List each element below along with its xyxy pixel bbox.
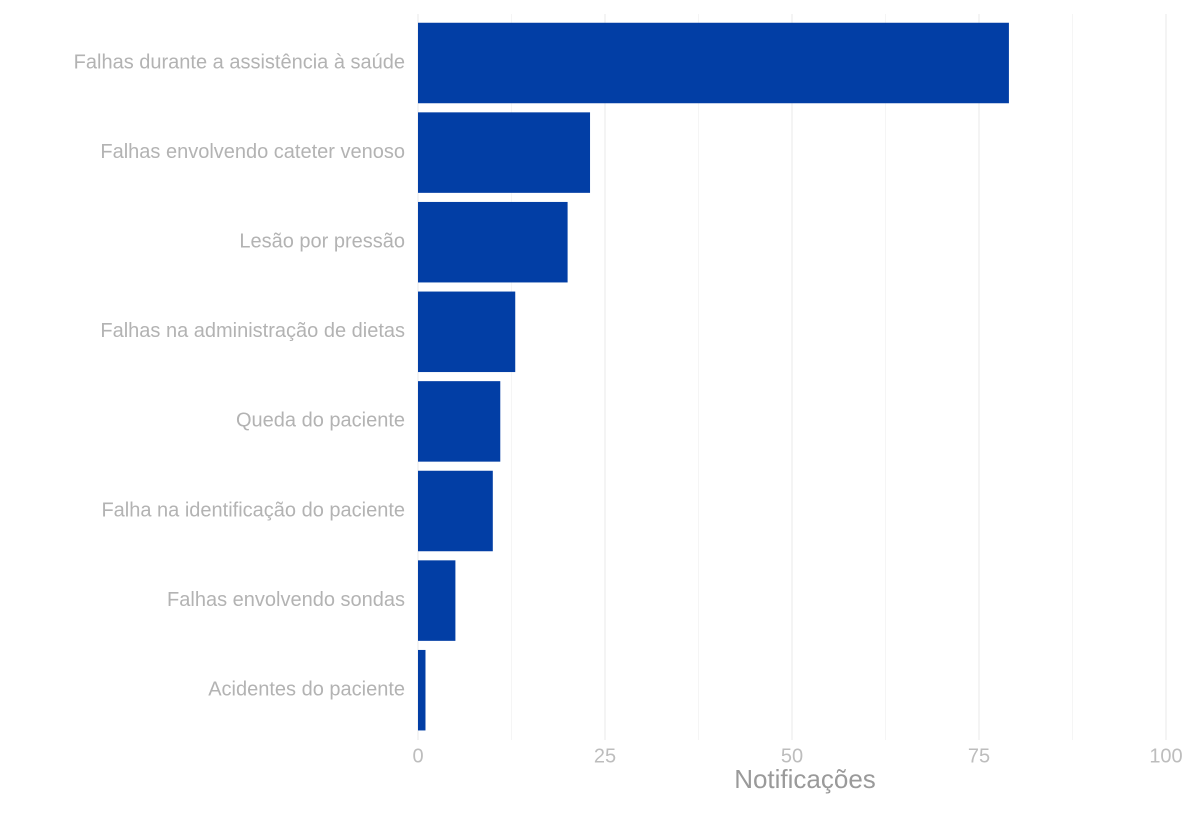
category-label: Falhas na administração de dietas — [100, 320, 405, 342]
x-tick-label: 50 — [781, 745, 803, 767]
bar — [418, 649, 426, 731]
x-axis-ticks: 0 25 50 75 100 — [412, 745, 1182, 767]
bar — [418, 201, 568, 283]
category-labels: Falhas durante a assistência à saúde Falh… — [74, 51, 405, 700]
category-label: Falhas envolvendo cateter venoso — [100, 141, 405, 163]
bar — [418, 470, 493, 552]
x-tick-label: 75 — [968, 745, 990, 767]
category-label: Falhas envolvendo sondas — [167, 589, 405, 611]
category-label: Falha na identificação do paciente — [101, 499, 405, 521]
x-axis-title: Notificações — [734, 764, 876, 794]
x-tick-label: 25 — [594, 745, 616, 767]
category-label: Queda do paciente — [236, 410, 405, 432]
category-label: Lesão por pressão — [239, 230, 405, 252]
category-label: Acidentes do paciente — [208, 678, 405, 700]
bar — [418, 112, 591, 193]
x-tick-label: 0 — [412, 745, 423, 767]
bar — [418, 22, 1009, 104]
x-tick-label: 100 — [1149, 745, 1182, 767]
bar — [418, 381, 501, 462]
bar — [418, 560, 456, 641]
category-label: Falhas durante a assistência à saúde — [74, 51, 405, 73]
bar — [418, 291, 516, 373]
bars — [418, 22, 1009, 731]
